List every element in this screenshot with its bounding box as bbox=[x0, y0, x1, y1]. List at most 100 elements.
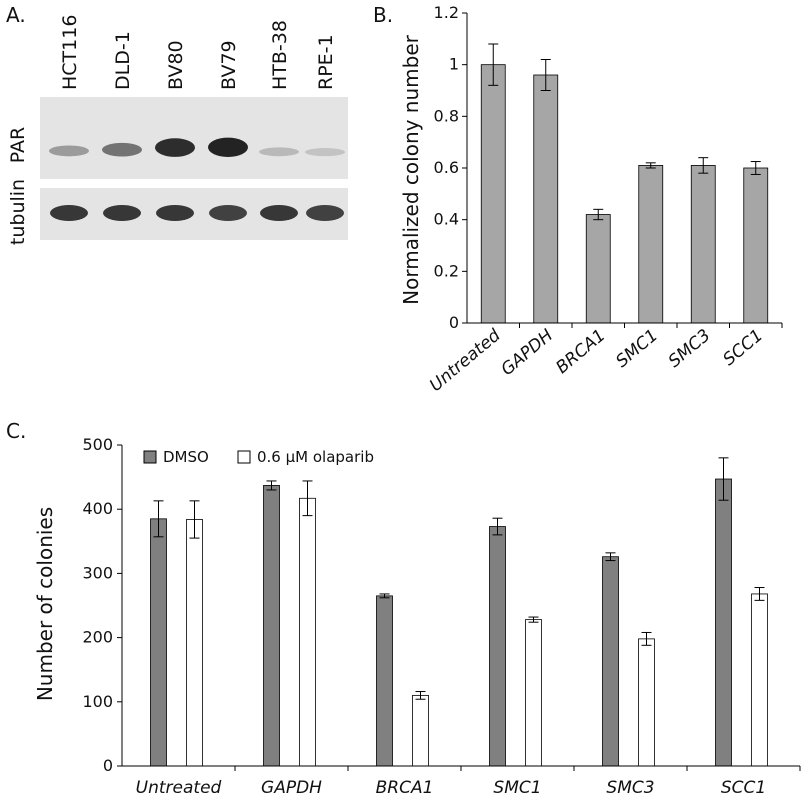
y-tick-label: 100 bbox=[82, 692, 113, 711]
tubulin-bands bbox=[50, 205, 344, 221]
error-bar bbox=[302, 480, 313, 517]
y-tick-label: 0 bbox=[103, 756, 113, 775]
x-category-label: SMC3 bbox=[606, 778, 654, 798]
error-bar bbox=[153, 500, 164, 538]
bar-dmso bbox=[263, 485, 280, 767]
y-tick-label: 0 bbox=[449, 313, 459, 332]
bar-dmso bbox=[715, 478, 732, 767]
legend-swatch-dmso bbox=[143, 450, 157, 464]
y-tick-label: 1.2 bbox=[434, 3, 459, 22]
y-tick-label: 300 bbox=[82, 563, 113, 582]
chart-c-y-ticks: 0 100 200 300 400 500 bbox=[82, 435, 122, 775]
x-category-label: SMC1 bbox=[493, 778, 541, 798]
error-bar bbox=[645, 162, 656, 169]
lane-label: DLD-1 bbox=[112, 31, 134, 90]
row-label-par: PAR bbox=[7, 127, 29, 163]
x-category-label: Untreated bbox=[136, 778, 222, 798]
bar-dmso bbox=[602, 556, 619, 767]
chart-c-bars bbox=[150, 457, 768, 767]
tubulin-band bbox=[103, 205, 141, 221]
error-bar bbox=[492, 517, 503, 536]
lane-label: RPE-1 bbox=[315, 34, 337, 90]
tubulin-band bbox=[50, 205, 88, 221]
bar bbox=[533, 74, 559, 324]
bar-olaparib bbox=[525, 619, 542, 767]
row-label-tubulin: tubulin bbox=[7, 179, 29, 245]
x-category-label: GAPDH bbox=[261, 778, 322, 798]
bar bbox=[480, 64, 506, 324]
chart-c-legend: DMSO 0.6 μM olaparib bbox=[143, 448, 374, 466]
bar bbox=[690, 165, 716, 324]
chart-b-bars bbox=[480, 43, 769, 324]
x-category-label: SMC1 bbox=[612, 326, 662, 372]
panel-b-label: B. bbox=[373, 3, 393, 27]
error-bar bbox=[528, 616, 539, 623]
bar bbox=[585, 214, 611, 324]
y-tick-label: 1 bbox=[449, 55, 459, 74]
chart-b-y-ticks: 0 0.2 0.4 0.6 0.8 1 1.2 bbox=[434, 3, 467, 332]
error-bar bbox=[641, 631, 652, 646]
bar-olaparib bbox=[186, 519, 203, 767]
bar-dmso bbox=[376, 595, 393, 767]
par-bands bbox=[49, 137, 345, 157]
par-band bbox=[49, 145, 89, 157]
error-bar bbox=[540, 59, 551, 91]
y-tick-label: 200 bbox=[82, 628, 113, 647]
error-bar bbox=[754, 587, 765, 601]
x-category-label: GAPDH bbox=[497, 325, 557, 380]
y-tick-label: 500 bbox=[82, 435, 113, 454]
par-blot-membrane bbox=[40, 97, 348, 179]
lane-label: HTB-38 bbox=[269, 20, 291, 90]
lane-labels: HCT116 DLD-1 BV80 BV79 HTB-38 RPE-1 bbox=[59, 15, 337, 90]
tubulin-band bbox=[260, 205, 298, 221]
error-bar bbox=[593, 208, 604, 221]
error-bar bbox=[750, 161, 761, 175]
bar-olaparib bbox=[412, 694, 429, 767]
bar-olaparib bbox=[638, 638, 655, 767]
error-bar bbox=[189, 500, 200, 539]
error-bar bbox=[605, 552, 616, 562]
par-band bbox=[305, 148, 345, 157]
y-tick-label: 0.2 bbox=[434, 261, 459, 280]
par-band bbox=[155, 138, 195, 157]
tubulin-band bbox=[156, 205, 194, 221]
y-tick-label: 0.8 bbox=[434, 106, 459, 125]
x-category-label: SMC3 bbox=[665, 326, 715, 372]
western-blot: HCT116 DLD-1 BV80 BV79 HTB-38 RPE-1 PAR tubul… bbox=[7, 15, 348, 245]
y-tick-label: 400 bbox=[82, 499, 113, 518]
lane-label: HCT116 bbox=[59, 15, 81, 90]
par-band bbox=[208, 137, 248, 157]
x-category-label: SCC1 bbox=[719, 326, 767, 370]
lane-label: BV79 bbox=[218, 40, 240, 90]
chart-b-ylabel: Normalized colony number bbox=[399, 34, 423, 305]
par-band bbox=[259, 147, 299, 157]
error-bar bbox=[415, 691, 426, 700]
x-category-label: Untreated bbox=[426, 325, 505, 396]
y-tick-label: 0.6 bbox=[434, 158, 459, 177]
legend-swatch-olaparib bbox=[237, 450, 251, 464]
bar-dmso bbox=[150, 518, 167, 767]
y-tick-label: 0.4 bbox=[434, 210, 459, 229]
bar-dmso bbox=[489, 526, 506, 767]
legend-label-dmso: DMSO bbox=[163, 448, 209, 466]
panel-a-label: A. bbox=[6, 3, 26, 27]
chart-b: Normalized colony number 0 0.2 0.4 0.6 0.8 1 1… bbox=[399, 3, 783, 396]
error-bar bbox=[266, 480, 277, 491]
bar bbox=[638, 165, 664, 324]
x-category-label: BRCA1 bbox=[552, 326, 609, 378]
legend-label-olaparib: 0.6 μM olaparib bbox=[257, 448, 374, 466]
chart-c: Number of colonies 0 100 200 300 400 500 Untr… bbox=[33, 435, 801, 798]
panel-c-label: C. bbox=[6, 419, 26, 443]
error-bar bbox=[698, 157, 709, 174]
par-band bbox=[102, 142, 142, 157]
bar-olaparib bbox=[299, 497, 316, 767]
x-category-label: BRCA1 bbox=[376, 778, 434, 798]
chart-c-ylabel: Number of colonies bbox=[33, 507, 57, 701]
tubulin-band bbox=[306, 205, 344, 221]
error-bar bbox=[379, 593, 390, 599]
bar-olaparib bbox=[751, 593, 768, 767]
x-category-label: SCC1 bbox=[721, 778, 766, 798]
error-bar bbox=[488, 43, 499, 86]
